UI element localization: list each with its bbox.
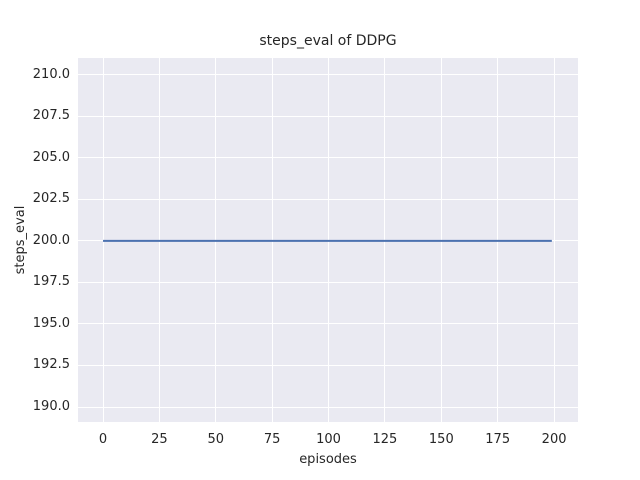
y-tick-label: 192.5 <box>32 357 70 373</box>
y-tick-label: 195.0 <box>32 315 70 331</box>
x-gridline <box>553 58 555 422</box>
plot-area <box>78 58 578 422</box>
y-gridline <box>78 323 578 325</box>
y-tick-label: 207.5 <box>32 108 70 124</box>
y-tick-label: 197.5 <box>32 274 70 290</box>
y-gridline <box>78 281 578 283</box>
y-tick-label: 202.5 <box>32 191 70 207</box>
x-tick-label: 150 <box>428 432 454 447</box>
y-gridline <box>78 157 578 159</box>
y-gridline <box>78 198 578 200</box>
x-tick-label: 200 <box>541 432 567 447</box>
x-tick-label: 25 <box>151 432 168 447</box>
y-tick-label: 210.0 <box>32 66 70 82</box>
y-tick-label: 190.0 <box>32 399 70 415</box>
x-tick-label: 125 <box>372 432 398 447</box>
chart-title: steps_eval of DDPG <box>259 33 397 49</box>
y-gridline <box>78 364 578 366</box>
x-tick-label: 50 <box>207 432 225 447</box>
x-tick-label: 100 <box>316 432 341 447</box>
y-gridline <box>78 115 578 117</box>
x-tick-label: 175 <box>485 432 511 447</box>
series-plot <box>103 239 552 242</box>
y-tick-label: 205.0 <box>32 149 70 165</box>
x-tick-label: 75 <box>263 432 281 447</box>
x-gridline <box>102 58 104 422</box>
y-gridline <box>78 74 578 76</box>
x-axis-label: episodes <box>299 452 357 467</box>
y-gridline <box>78 406 578 408</box>
y-tick-label: 200.0 <box>32 232 70 248</box>
x-tick-label: 0 <box>98 432 108 447</box>
